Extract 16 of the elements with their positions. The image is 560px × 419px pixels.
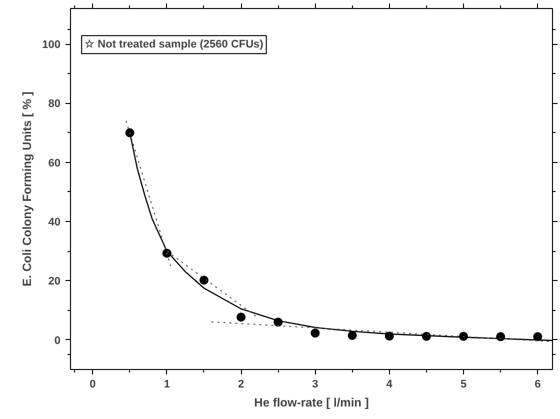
y-axis-title: E. Coli Colony Forming Units [ % ] xyxy=(20,92,34,286)
x-tick-label: 5 xyxy=(460,378,467,390)
x-tick-label: 1 xyxy=(164,378,170,390)
y-tick-label: 100 xyxy=(42,39,61,52)
y-tick-label: 20 xyxy=(48,276,61,288)
x-tick-label: 2 xyxy=(238,378,244,390)
annotation: ☆ Not treated sample (2560 CFUs) xyxy=(84,38,264,51)
x-tick-label: 4 xyxy=(386,378,394,390)
y-tick-label: 0 xyxy=(54,334,61,347)
y-tick-label: 60 xyxy=(48,157,61,170)
x-tick-label: 0 xyxy=(90,378,96,390)
x-axis-title: He flow-rate [ l/min ] xyxy=(254,396,369,410)
x-tick-label: 3 xyxy=(312,378,318,390)
x-tick-label: 6 xyxy=(534,378,541,390)
y-tick-label: 40 xyxy=(48,216,61,229)
y-tick-label: 80 xyxy=(48,98,61,110)
